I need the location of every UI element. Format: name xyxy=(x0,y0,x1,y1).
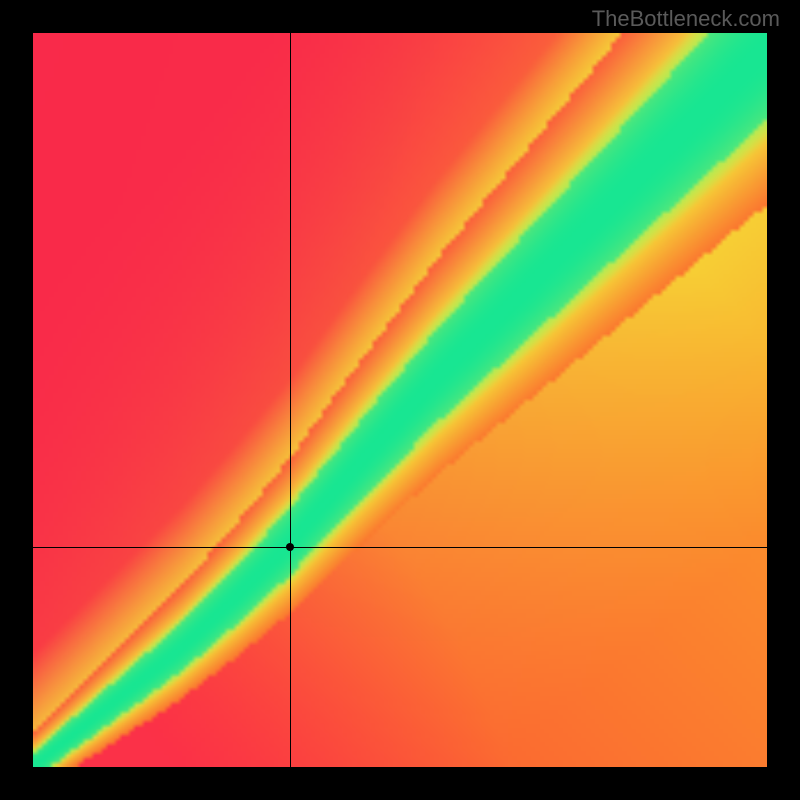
watermark-text: TheBottleneck.com xyxy=(592,6,780,32)
heatmap-plot xyxy=(33,33,767,767)
data-point-marker xyxy=(286,543,294,551)
crosshair-horizontal xyxy=(33,547,767,548)
heatmap-canvas xyxy=(33,33,767,767)
crosshair-vertical xyxy=(290,33,291,767)
chart-container: TheBottleneck.com xyxy=(0,0,800,800)
